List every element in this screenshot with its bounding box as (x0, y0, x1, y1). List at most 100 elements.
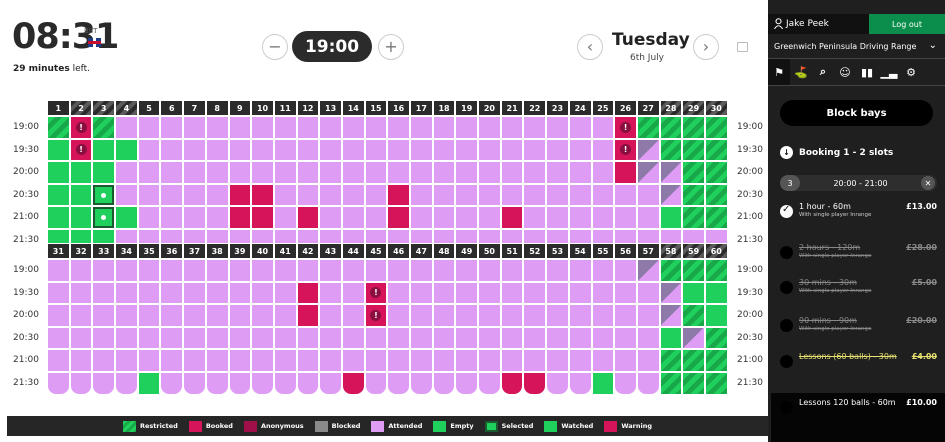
bay-slot[interactable] (478, 281, 501, 305)
bay-slot[interactable] (47, 116, 70, 139)
bay-slot[interactable] (659, 138, 683, 162)
bay-slot[interactable] (228, 326, 252, 350)
bay-slot[interactable] (205, 349, 229, 372)
increase-time-button[interactable]: + (378, 34, 404, 60)
bay-slot[interactable] (273, 183, 297, 207)
bay-slot[interactable] (137, 281, 161, 305)
bay-slot[interactable] (636, 371, 660, 395)
bay-slot[interactable] (251, 326, 274, 350)
bay-slot[interactable] (432, 206, 456, 229)
bay-slot[interactable] (410, 326, 433, 350)
bay-slot[interactable] (704, 183, 728, 207)
bay-slot[interactable] (137, 183, 161, 207)
bay-slot[interactable] (523, 183, 547, 207)
bay-slot[interactable] (591, 349, 615, 372)
bay-slot[interactable] (115, 116, 138, 139)
search-icon[interactable]: ⌕ (819, 65, 827, 78)
bay-slot[interactable] (591, 161, 615, 184)
bay-slot[interactable] (568, 116, 592, 139)
bay-slot[interactable] (205, 206, 229, 229)
bay-slot[interactable] (47, 183, 70, 207)
bay-slot[interactable] (568, 206, 592, 229)
bay-slot[interactable] (546, 206, 569, 229)
bay-slot[interactable] (523, 349, 547, 372)
bay-slot[interactable] (296, 326, 320, 350)
bay-slot[interactable] (228, 259, 252, 282)
bay-slot[interactable] (364, 183, 388, 207)
bay-slot[interactable] (92, 281, 116, 305)
bay-slot[interactable] (205, 183, 229, 207)
radio-icon[interactable] (780, 319, 793, 332)
user-icon[interactable]: ☺ (839, 65, 851, 79)
bay-slot[interactable] (364, 259, 388, 282)
bay-slot[interactable] (69, 183, 93, 207)
bay-slot[interactable] (92, 349, 116, 372)
bay-slot[interactable] (568, 138, 592, 162)
bay-slot[interactable] (455, 206, 479, 229)
bay-slot[interactable] (478, 371, 501, 395)
golfer-icon[interactable]: ⛳ (794, 65, 808, 79)
bay-slot[interactable] (47, 326, 70, 350)
bay-slot[interactable] (614, 281, 637, 305)
bay-slot[interactable] (183, 138, 206, 162)
bay-slot[interactable] (546, 161, 569, 184)
bay-slot[interactable] (319, 259, 342, 282)
bay-slot[interactable] (319, 138, 342, 162)
bay-slot[interactable] (659, 161, 683, 184)
bay-slot[interactable] (296, 259, 320, 282)
bay-slot[interactable] (636, 304, 660, 327)
bay-slot[interactable] (115, 206, 138, 229)
bay-slot[interactable] (704, 349, 728, 372)
bay-slot[interactable] (500, 281, 524, 305)
bay-slot[interactable] (364, 326, 388, 350)
bay-slot[interactable] (160, 183, 184, 207)
bay-slot[interactable] (659, 259, 683, 282)
bay-slot[interactable] (341, 304, 365, 327)
bay-slot[interactable] (659, 326, 683, 350)
bay-slot[interactable] (636, 183, 660, 207)
bay-slot[interactable] (160, 206, 184, 229)
product-option[interactable]: 30 mins - 30m With single player Inrange £… (780, 275, 937, 301)
bay-slot[interactable] (704, 281, 728, 305)
bay-slot[interactable] (69, 326, 93, 350)
bay-slot[interactable] (228, 349, 252, 372)
bay-slot[interactable] (568, 349, 592, 372)
bay-slot[interactable] (704, 371, 728, 395)
bay-slot[interactable] (659, 116, 683, 139)
bay-slot[interactable] (115, 138, 138, 162)
bay-slot[interactable] (364, 349, 388, 372)
bay-slot[interactable] (546, 116, 569, 139)
bay-slot[interactable] (69, 371, 93, 395)
bay-slot[interactable] (387, 259, 410, 282)
bay-slot[interactable] (455, 183, 479, 207)
bay-slot[interactable] (273, 304, 297, 327)
bay-slot[interactable] (568, 161, 592, 184)
product-option[interactable]: Lessons 120 balls - 60m £10.00 (780, 395, 937, 421)
radio-icon[interactable] (780, 355, 793, 368)
bay-slot[interactable] (682, 206, 705, 229)
bay-slot[interactable] (341, 349, 365, 372)
bay-slot[interactable] (432, 281, 456, 305)
bay-slot[interactable] (251, 116, 274, 139)
bay-slot[interactable] (160, 259, 184, 282)
bay-slot[interactable] (137, 116, 161, 139)
bay-slot[interactable] (659, 281, 683, 305)
bay-slot[interactable] (273, 206, 297, 229)
bay-slot[interactable] (432, 349, 456, 372)
bay-slot[interactable] (591, 183, 615, 207)
bay-slot[interactable] (69, 138, 93, 162)
bay-slot[interactable] (92, 304, 116, 327)
bay-slot[interactable] (47, 161, 70, 184)
bay-slot[interactable] (682, 161, 705, 184)
radio-icon[interactable] (780, 246, 793, 259)
bay-slot[interactable] (115, 183, 138, 207)
bay-slot[interactable] (455, 138, 479, 162)
bay-slot[interactable] (341, 116, 365, 139)
bay-slot[interactable] (387, 304, 410, 327)
bay-slot[interactable] (682, 304, 705, 327)
bay-slot[interactable] (455, 349, 479, 372)
bay-slot[interactable] (614, 206, 637, 229)
bay-slot[interactable] (500, 183, 524, 207)
bay-slot[interactable] (115, 326, 138, 350)
bay-slot[interactable] (410, 161, 433, 184)
